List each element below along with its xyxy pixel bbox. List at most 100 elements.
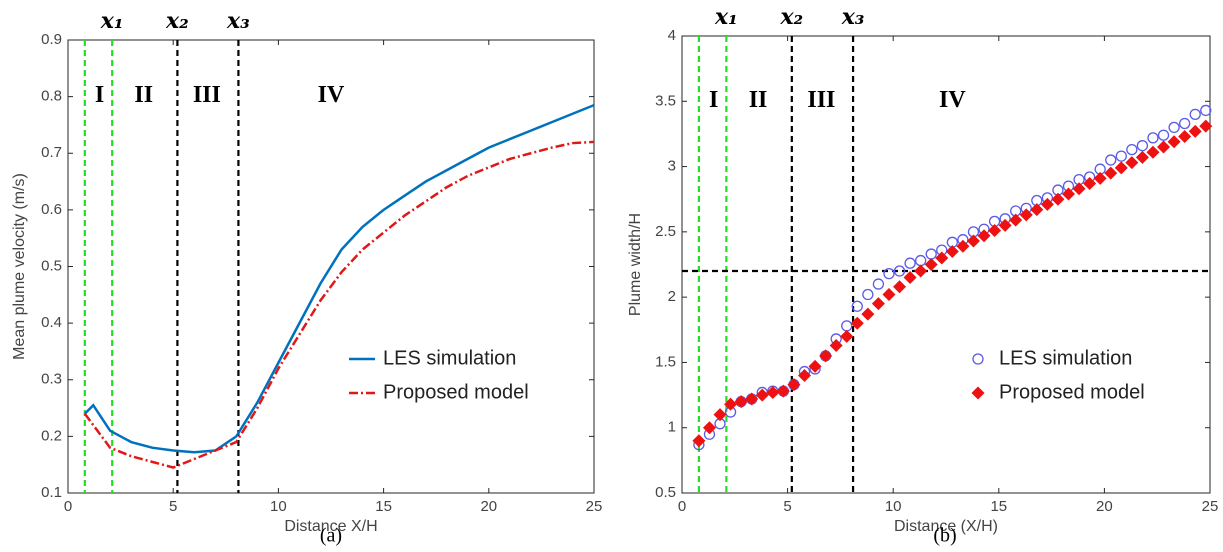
- diamond-marker: [797, 368, 811, 382]
- x-axis-label: Distance (X/H): [894, 518, 998, 535]
- boundary-label: x₂: [779, 4, 803, 30]
- legend-label: LES simulation: [999, 347, 1132, 369]
- circle-marker: [862, 288, 874, 301]
- y-axis-label: Mean plume velocity (m/s): [11, 173, 28, 360]
- legend: LES simulation Proposed model: [349, 347, 529, 403]
- circle-marker: [1200, 104, 1212, 117]
- diamond-marker: [966, 234, 980, 248]
- diamond-marker: [998, 218, 1012, 232]
- y-tick-label: 1: [668, 419, 676, 436]
- boundary-label: x₂: [165, 8, 189, 34]
- diamond-marker: [724, 397, 738, 411]
- diamond-marker: [1167, 135, 1181, 149]
- circle-marker: [1105, 154, 1117, 166]
- x-tick-label: 0: [678, 498, 686, 515]
- diamond-marker: [766, 385, 780, 399]
- region-label: II: [134, 82, 153, 108]
- boundary-label: x₃: [841, 4, 865, 30]
- y-tick-label: 0.7: [41, 144, 62, 161]
- diamond-marker: [692, 434, 706, 448]
- diamond-marker: [745, 392, 759, 406]
- diamond-marker: [776, 384, 790, 398]
- region-label: IV: [318, 82, 345, 108]
- y-tick-label: 0.6: [41, 201, 62, 218]
- y-tick-label: 2.5: [655, 223, 676, 240]
- y-tick-label: 3.5: [655, 92, 676, 109]
- boundary-label: x₁: [714, 4, 738, 30]
- legend-swatch: [972, 353, 984, 365]
- x-tick-label: 20: [1096, 498, 1113, 515]
- diamond-marker: [861, 307, 875, 321]
- y-axis-label: Plume width/H: [627, 213, 644, 316]
- diamond-marker: [840, 329, 854, 343]
- diamond-marker: [1188, 124, 1202, 138]
- diamond-marker: [755, 388, 769, 402]
- diamond-marker: [829, 338, 843, 352]
- region-label: IV: [939, 87, 966, 113]
- x-tick-label: 15: [375, 498, 392, 515]
- diamond-marker: [1093, 171, 1107, 185]
- diamond-marker: [988, 224, 1002, 238]
- region-label: III: [807, 87, 835, 113]
- y-tick-label: 2: [668, 288, 676, 305]
- region-label: III: [193, 82, 221, 108]
- circle-marker: [872, 278, 885, 290]
- x-tick-label: 15: [990, 498, 1007, 515]
- diamond-marker: [1104, 166, 1118, 180]
- diamond-marker: [1009, 213, 1023, 227]
- diamond-marker: [819, 349, 833, 363]
- diamond-marker: [1019, 208, 1033, 222]
- diamond-marker: [977, 229, 991, 243]
- circle-marker: [1189, 108, 1201, 120]
- diamond-marker: [1199, 119, 1213, 133]
- diamond-marker: [945, 244, 959, 258]
- circle-marker: [1157, 129, 1170, 141]
- x-tick-label: 10: [270, 498, 287, 515]
- diamond-marker: [1146, 145, 1160, 159]
- legend: LES simulation Proposed model: [999, 347, 1145, 403]
- legend-label: Proposed model: [383, 381, 529, 403]
- x-tick-label: 10: [885, 498, 902, 515]
- diamond-marker: [713, 408, 727, 422]
- region-label: I: [709, 87, 718, 113]
- diamond-marker: [935, 251, 949, 265]
- diamond-marker: [1061, 187, 1075, 201]
- region-label: II: [749, 87, 768, 113]
- diamond-marker: [1030, 203, 1044, 217]
- diamond-marker: [1040, 197, 1054, 211]
- y-tick-label: 0.5: [41, 257, 62, 274]
- y-tick-label: 0.1: [41, 484, 62, 501]
- x-tick-label: 5: [783, 498, 791, 515]
- diamond-marker: [882, 288, 896, 302]
- diamond-marker: [1083, 177, 1097, 191]
- diamond-marker: [1135, 150, 1149, 164]
- x-tick-label: 25: [586, 498, 603, 515]
- diamond-marker: [850, 316, 864, 330]
- legend-swatch: [971, 386, 985, 400]
- diamond-marker: [1051, 192, 1065, 206]
- legend-label: LES simulation: [383, 347, 516, 369]
- region-label: I: [95, 82, 104, 108]
- diamond-marker: [1157, 140, 1171, 154]
- x-tick-label: 25: [1202, 498, 1219, 515]
- x-tick-label: 0: [64, 498, 72, 515]
- diamond-marker: [903, 271, 917, 285]
- series-line: [83, 103, 595, 454]
- plot-area: [681, 35, 1211, 494]
- diamond-marker: [1072, 182, 1086, 196]
- legend-label: Proposed model: [999, 381, 1145, 403]
- y-tick-label: 0.5: [655, 484, 676, 501]
- diamond-marker: [1178, 130, 1192, 144]
- circle-marker: [1168, 121, 1180, 134]
- boundary-label: x₃: [226, 8, 250, 34]
- caption: (b): [933, 525, 956, 547]
- diamond-marker: [734, 395, 748, 409]
- x-axis-label: Distance X/H: [284, 518, 377, 535]
- circle-marker: [1147, 132, 1159, 144]
- y-tick-label: 0.4: [41, 314, 62, 331]
- diamond-marker: [702, 421, 716, 435]
- circle-marker: [1115, 150, 1127, 162]
- diamond-marker: [1114, 161, 1128, 175]
- circle-marker: [883, 267, 895, 280]
